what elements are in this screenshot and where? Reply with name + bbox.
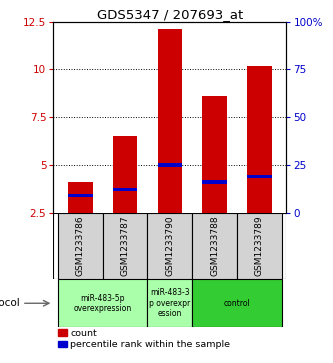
Bar bbox=[237, 213, 282, 280]
Bar bbox=[148, 280, 192, 327]
Text: protocol: protocol bbox=[0, 298, 20, 308]
Bar bbox=[103, 213, 148, 280]
Bar bbox=[202, 180, 227, 184]
Text: miR-483-5p
overexpression: miR-483-5p overexpression bbox=[74, 294, 132, 313]
Text: GSM1233789: GSM1233789 bbox=[255, 216, 264, 276]
Bar bbox=[68, 194, 93, 197]
Text: GSM1233786: GSM1233786 bbox=[76, 216, 85, 276]
Bar bbox=[113, 188, 137, 191]
Bar bbox=[58, 280, 148, 327]
Bar bbox=[158, 29, 182, 213]
Text: GSM1233790: GSM1233790 bbox=[165, 216, 174, 276]
Text: GSM1233788: GSM1233788 bbox=[210, 216, 219, 276]
Title: GDS5347 / 207693_at: GDS5347 / 207693_at bbox=[97, 8, 243, 21]
Bar bbox=[202, 96, 227, 213]
Bar bbox=[68, 182, 93, 213]
Text: miR-483-3
p overexpr
ession: miR-483-3 p overexpr ession bbox=[149, 288, 190, 318]
Legend: count, percentile rank within the sample: count, percentile rank within the sample bbox=[58, 329, 230, 349]
Bar bbox=[247, 66, 272, 213]
Bar bbox=[58, 213, 103, 280]
Text: GSM1233787: GSM1233787 bbox=[121, 216, 130, 276]
Text: control: control bbox=[224, 299, 250, 308]
Bar bbox=[192, 280, 282, 327]
Bar bbox=[192, 213, 237, 280]
Bar bbox=[158, 163, 182, 167]
Bar bbox=[148, 213, 192, 280]
Bar bbox=[113, 136, 137, 213]
Bar bbox=[247, 175, 272, 178]
